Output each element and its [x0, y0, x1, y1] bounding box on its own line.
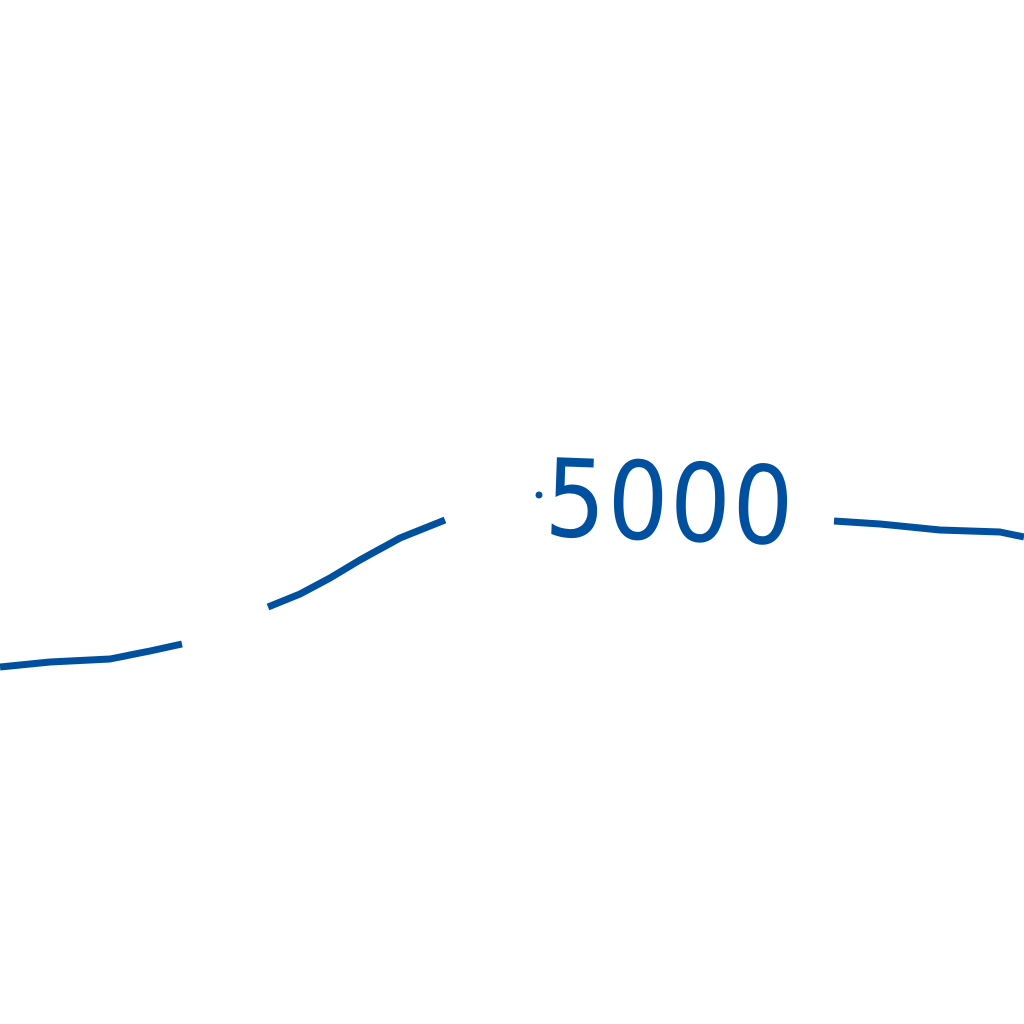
contour-label-dot: [535, 491, 543, 499]
contour-segment-right: [833, 517, 1024, 541]
contour-elevation-label: 5000: [543, 437, 797, 571]
contour-line-5000: 5000: [0, 437, 1024, 671]
contour-segment-left: [0, 640, 183, 671]
contour-segment-middle: [266, 516, 447, 611]
